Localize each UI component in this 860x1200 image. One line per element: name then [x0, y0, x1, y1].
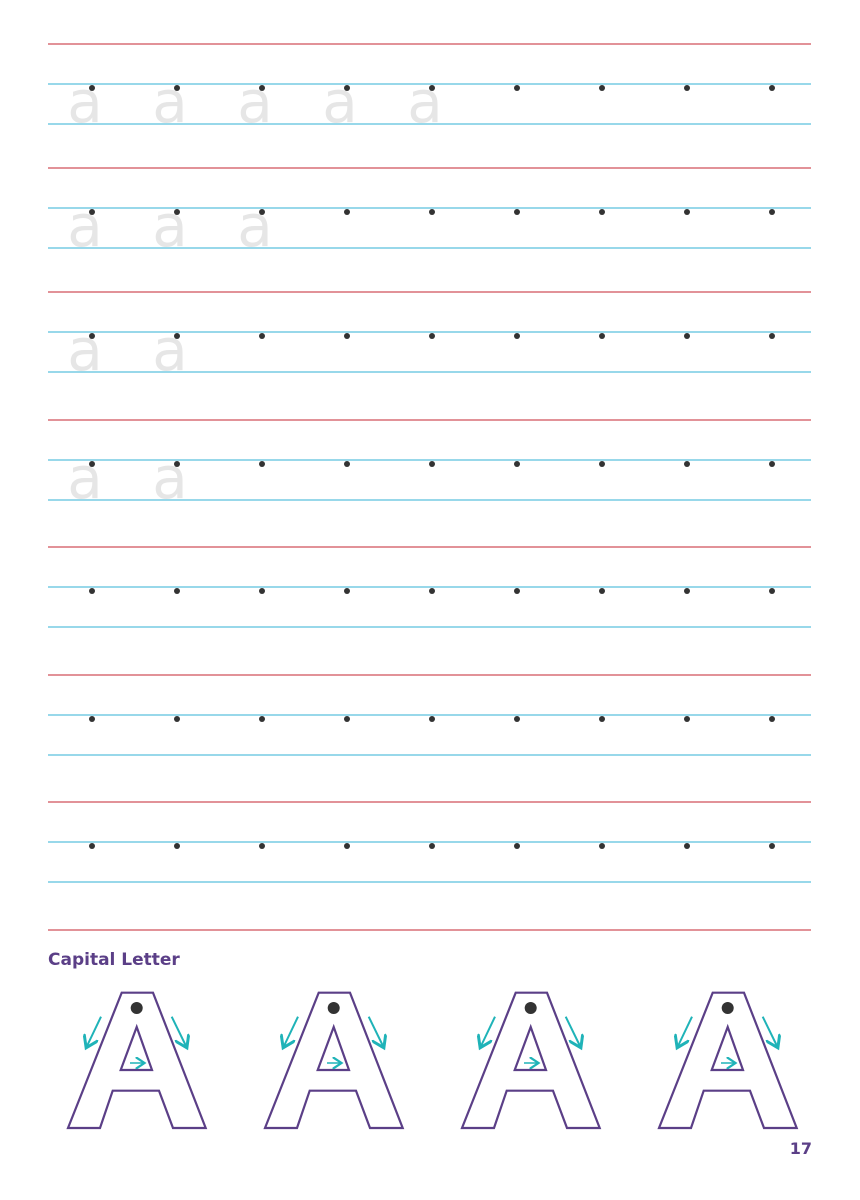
tracing-letter: a: [67, 444, 103, 512]
tracing-letter: a: [67, 68, 103, 136]
tracing-letter: a: [67, 316, 103, 384]
start-dot: [684, 843, 690, 849]
start-dot: [524, 1002, 537, 1014]
start-dot: [174, 588, 180, 594]
stroke-arrow-right: [170, 1016, 186, 1046]
tracing-letter: a: [152, 316, 188, 384]
start-dot: [89, 209, 95, 215]
start-dot: [259, 588, 265, 594]
start-dot: [174, 461, 180, 467]
letter-outline: [263, 991, 405, 1130]
start-dot: [769, 461, 775, 467]
start-dot: [344, 85, 350, 91]
tracing-letter: a: [237, 68, 273, 136]
start-dot: [429, 843, 435, 849]
tracing-letter: a: [152, 192, 188, 260]
start-dot: [514, 716, 520, 722]
start-dot: [429, 716, 435, 722]
stroke-arrow-right: [367, 1016, 383, 1046]
capital-letter-a: [460, 991, 602, 1130]
start-dot: [514, 843, 520, 849]
letter-outline: [66, 991, 208, 1130]
start-dot: [259, 716, 265, 722]
start-dot: [599, 843, 605, 849]
start-dot: [684, 461, 690, 467]
stroke-arrow-left: [481, 1016, 496, 1046]
tracing-letter: a: [152, 68, 188, 136]
start-dot: [327, 1002, 340, 1014]
start-dot: [429, 333, 435, 339]
start-dot: [769, 209, 775, 215]
start-dot: [344, 333, 350, 339]
tracing-letter: a: [67, 192, 103, 260]
start-dot: [174, 333, 180, 339]
start-dot: [769, 333, 775, 339]
letter-outline: [460, 991, 602, 1130]
start-dot: [684, 333, 690, 339]
start-dot: [514, 209, 520, 215]
start-dot: [429, 85, 435, 91]
start-dot: [769, 85, 775, 91]
start-dot: [174, 716, 180, 722]
start-dot: [429, 588, 435, 594]
start-dot: [599, 85, 605, 91]
start-dot: [684, 588, 690, 594]
start-dot: [344, 209, 350, 215]
start-dot: [599, 716, 605, 722]
start-dot: [344, 843, 350, 849]
start-dot: [174, 85, 180, 91]
start-dot: [429, 461, 435, 467]
letter-outline: [657, 991, 799, 1130]
capital-letter-a: [66, 991, 208, 1130]
start-dot: [514, 461, 520, 467]
start-dot: [344, 461, 350, 467]
start-dot: [259, 843, 265, 849]
tracing-letter: a: [322, 68, 358, 136]
stroke-arrow-left: [284, 1016, 299, 1046]
stroke-arrow-left: [678, 1016, 693, 1046]
start-dot: [684, 85, 690, 91]
tracing-letter: a: [237, 192, 273, 260]
start-dot: [89, 588, 95, 594]
stroke-arrow-left: [87, 1016, 102, 1046]
start-dot: [599, 209, 605, 215]
start-dot: [344, 588, 350, 594]
start-dot: [599, 333, 605, 339]
start-dot: [89, 461, 95, 467]
start-dot: [514, 333, 520, 339]
start-dot: [259, 461, 265, 467]
stroke-arrow-right: [761, 1016, 777, 1046]
capital-letter-a: [263, 991, 405, 1130]
start-dot: [174, 843, 180, 849]
page-number: 17: [789, 1139, 812, 1158]
start-dot: [599, 461, 605, 467]
stroke-arrow-right: [564, 1016, 580, 1046]
section-title: Capital Letter: [48, 950, 180, 970]
start-dot: [429, 209, 435, 215]
start-dot: [174, 209, 180, 215]
start-dot: [769, 588, 775, 594]
start-dot: [89, 716, 95, 722]
start-dot: [259, 85, 265, 91]
tracing-letter: a: [407, 68, 443, 136]
start-dot: [89, 843, 95, 849]
start-dot: [769, 716, 775, 722]
start-dot: [684, 209, 690, 215]
start-dot: [769, 843, 775, 849]
start-dot: [89, 85, 95, 91]
start-dot: [259, 333, 265, 339]
start-dot: [514, 588, 520, 594]
start-dot: [89, 333, 95, 339]
capital-letter-a: [657, 991, 799, 1130]
start-dot: [130, 1002, 143, 1014]
start-dot: [514, 85, 520, 91]
start-dot: [259, 209, 265, 215]
start-dot: [684, 716, 690, 722]
start-dot: [599, 588, 605, 594]
start-dot: [344, 716, 350, 722]
start-dot: [721, 1002, 734, 1014]
tracing-letter: a: [152, 444, 188, 512]
